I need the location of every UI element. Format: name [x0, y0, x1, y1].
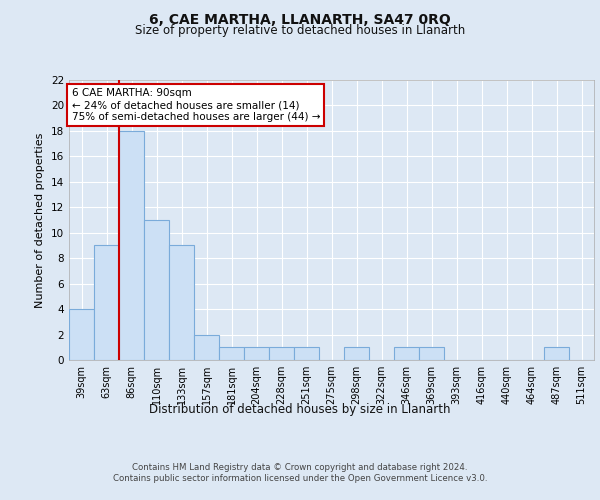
Bar	[294, 348, 319, 360]
Bar	[219, 348, 244, 360]
Bar	[69, 309, 94, 360]
Bar	[169, 246, 194, 360]
Text: 6 CAE MARTHA: 90sqm
← 24% of detached houses are smaller (14)
75% of semi-detach: 6 CAE MARTHA: 90sqm ← 24% of detached ho…	[71, 88, 320, 122]
Bar	[244, 348, 269, 360]
Bar	[269, 348, 294, 360]
Text: Distribution of detached houses by size in Llanarth: Distribution of detached houses by size …	[149, 402, 451, 415]
Bar	[119, 131, 144, 360]
Bar	[144, 220, 169, 360]
Text: 6, CAE MARTHA, LLANARTH, SA47 0RQ: 6, CAE MARTHA, LLANARTH, SA47 0RQ	[149, 12, 451, 26]
Bar	[419, 348, 444, 360]
Text: Contains HM Land Registry data © Crown copyright and database right 2024.: Contains HM Land Registry data © Crown c…	[132, 462, 468, 471]
Bar	[544, 348, 569, 360]
Bar	[194, 334, 219, 360]
Bar	[394, 348, 419, 360]
Bar	[344, 348, 369, 360]
Text: Size of property relative to detached houses in Llanarth: Size of property relative to detached ho…	[135, 24, 465, 37]
Text: Contains public sector information licensed under the Open Government Licence v3: Contains public sector information licen…	[113, 474, 487, 483]
Bar	[94, 246, 119, 360]
Y-axis label: Number of detached properties: Number of detached properties	[35, 132, 46, 308]
